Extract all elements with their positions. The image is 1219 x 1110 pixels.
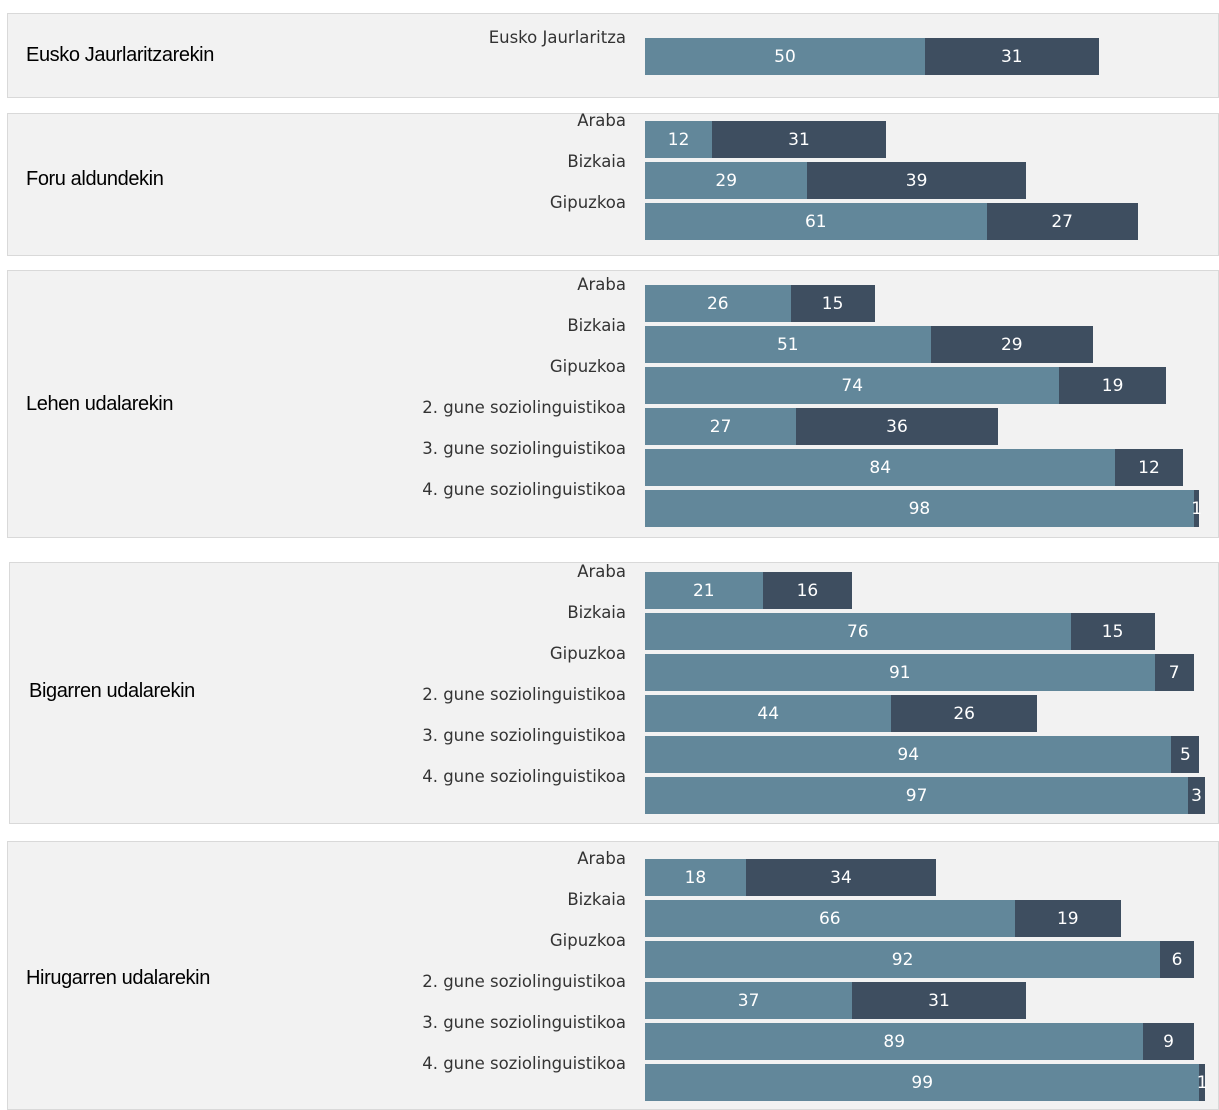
bar-segment: 16 xyxy=(762,572,853,609)
bar-segment: 97 xyxy=(645,777,1189,814)
bar-segment: 39 xyxy=(807,162,1026,199)
row-label: Araba xyxy=(577,562,626,581)
bar-segment: 29 xyxy=(930,326,1093,363)
row-label: 4. gune soziolinguistikoa xyxy=(422,480,626,499)
row-label: Bizkaia xyxy=(567,603,626,622)
bar-segment: 12 xyxy=(645,121,713,158)
row-label: 2. gune soziolinguistikoa xyxy=(422,398,626,417)
bar-segment: 15 xyxy=(1070,613,1155,650)
bar-segment: 89 xyxy=(645,1023,1144,1060)
row-label: Gipuzkoa xyxy=(549,644,626,663)
row-label: 2. gune soziolinguistikoa xyxy=(422,685,626,704)
bar-segment: 94 xyxy=(645,736,1172,773)
group-label: Foru aldundekin xyxy=(26,167,164,190)
row-label: 4. gune soziolinguistikoa xyxy=(422,767,626,786)
row-label: Eusko Jaurlaritza xyxy=(488,28,626,47)
bar-segment: 31 xyxy=(712,121,886,158)
bar-segment: 99 xyxy=(645,1064,1200,1101)
bar-segment: 12 xyxy=(1115,449,1183,486)
bar-segment: 27 xyxy=(986,203,1138,240)
row-label: Bizkaia xyxy=(567,152,626,171)
bar-segment: 5 xyxy=(1171,736,1200,773)
bar-segment: 18 xyxy=(645,859,746,896)
bar-segment: 50 xyxy=(645,38,925,75)
row-label: Araba xyxy=(577,111,626,130)
row-label: 3. gune soziolinguistikoa xyxy=(422,1013,626,1032)
bar-segment: 76 xyxy=(645,613,1071,650)
group-label: Bigarren udalarekin xyxy=(29,680,195,702)
group-label: Lehen udalarekin xyxy=(26,393,174,415)
bar-segment: 1 xyxy=(1197,1064,1208,1101)
bar-segment: 36 xyxy=(796,408,998,445)
row-label: Bizkaia xyxy=(567,890,626,909)
bar-segment: 19 xyxy=(1014,900,1121,937)
row-label: Gipuzkoa xyxy=(549,357,626,376)
bar-segment: 31 xyxy=(852,982,1026,1019)
row-label: 2. gune soziolinguistikoa xyxy=(422,972,626,991)
bar-segment: 31 xyxy=(925,38,1099,75)
bar-segment: 29 xyxy=(645,162,808,199)
bar-segment: 91 xyxy=(645,654,1155,691)
bar-segment: 34 xyxy=(745,859,937,896)
bar-segment: 7 xyxy=(1154,654,1194,691)
row-label: 4. gune soziolinguistikoa xyxy=(422,1054,626,1073)
bar-segment: 37 xyxy=(645,982,853,1019)
bar-segment: 27 xyxy=(645,408,797,445)
bar-segment: 1 xyxy=(1191,490,1202,527)
bar-segment: 26 xyxy=(891,695,1037,732)
group-label: Hirugarren udalarekin xyxy=(26,967,210,989)
row-label: 3. gune soziolinguistikoa xyxy=(422,726,626,745)
bar-segment: 15 xyxy=(790,285,875,322)
row-label: Gipuzkoa xyxy=(549,193,626,212)
bar-segment: 21 xyxy=(645,572,763,609)
bar-segment: 26 xyxy=(645,285,791,322)
bar-segment: 3 xyxy=(1188,777,1205,814)
bar-segment: 98 xyxy=(645,490,1194,527)
bar-segment: 74 xyxy=(645,367,1060,404)
bar-segment: 66 xyxy=(645,900,1015,937)
bar-segment: 51 xyxy=(645,326,931,363)
bar-segment: 19 xyxy=(1059,367,1166,404)
bar-segment: 9 xyxy=(1143,1023,1194,1060)
row-label: Araba xyxy=(577,849,626,868)
bar-segment: 6 xyxy=(1160,941,1194,978)
group-label: Eusko Jaurlaritzarekin xyxy=(26,43,214,66)
bar-segment: 44 xyxy=(645,695,892,732)
row-label: Bizkaia xyxy=(567,316,626,335)
row-label: Gipuzkoa xyxy=(549,931,626,950)
row-label: 3. gune soziolinguistikoa xyxy=(422,439,626,458)
row-label: Araba xyxy=(577,275,626,294)
bar-segment: 92 xyxy=(645,941,1161,978)
bar-segment: 84 xyxy=(645,449,1116,486)
bar-segment: 61 xyxy=(645,203,987,240)
